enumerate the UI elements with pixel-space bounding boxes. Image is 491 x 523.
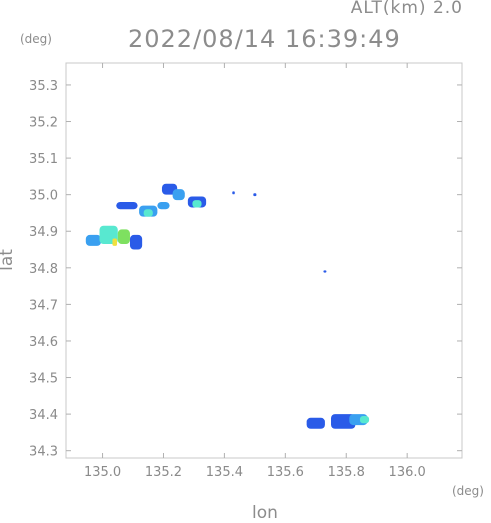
y-tick-label: 35.3 bbox=[29, 79, 58, 94]
echo-cell bbox=[117, 229, 130, 245]
y-tick-label: 35.2 bbox=[29, 116, 58, 131]
echo-cell bbox=[306, 417, 325, 429]
echo-cell bbox=[112, 238, 118, 246]
y-tick-label: 35.1 bbox=[29, 152, 58, 167]
echo-cell bbox=[116, 201, 138, 210]
y-tick-label: 34.6 bbox=[29, 335, 58, 350]
x-tick-label: 135.4 bbox=[206, 465, 243, 480]
y-tick-label: 34.5 bbox=[29, 372, 58, 387]
echo-cell bbox=[323, 270, 327, 273]
x-axis-title: lon bbox=[252, 503, 278, 523]
echo-cell bbox=[172, 189, 185, 201]
echo-cells bbox=[85, 183, 370, 429]
echo-cell bbox=[331, 414, 356, 429]
echo-cell bbox=[359, 415, 370, 424]
x-axis-unit: (deg) bbox=[452, 484, 484, 498]
x-tick-label: 135.0 bbox=[84, 465, 121, 480]
x-tick-label: 136.0 bbox=[389, 465, 426, 480]
y-axis-unit: (deg) bbox=[20, 32, 52, 46]
timestamp-title: 2022/08/14 16:39:49 bbox=[128, 25, 401, 53]
echo-cell bbox=[253, 193, 257, 197]
y-tick-label: 34.8 bbox=[29, 262, 58, 277]
y-tick-label: 35.0 bbox=[29, 189, 58, 204]
x-tick-label: 135.6 bbox=[267, 465, 304, 480]
x-tick-label: 135.8 bbox=[328, 465, 365, 480]
echo-cell bbox=[232, 191, 235, 195]
echo-cell bbox=[143, 209, 153, 217]
y-tick-label: 34.7 bbox=[29, 298, 58, 313]
y-tick-label: 34.9 bbox=[29, 225, 58, 240]
x-tick-label: 135.2 bbox=[145, 465, 182, 480]
axis-ticks: 135.0 135.2 135.4 135.6 135.8 136.0 34.3 34.4 34… bbox=[29, 63, 462, 480]
echo-cell bbox=[157, 201, 170, 210]
echo-cell bbox=[85, 234, 102, 246]
echo-cell bbox=[192, 200, 202, 208]
y-tick-label: 34.3 bbox=[29, 445, 58, 460]
y-tick-label: 34.4 bbox=[29, 408, 58, 423]
echo-cell bbox=[129, 234, 143, 250]
plot-frame bbox=[65, 62, 463, 459]
altitude-label: ALT(km) 2.0 bbox=[350, 0, 463, 18]
